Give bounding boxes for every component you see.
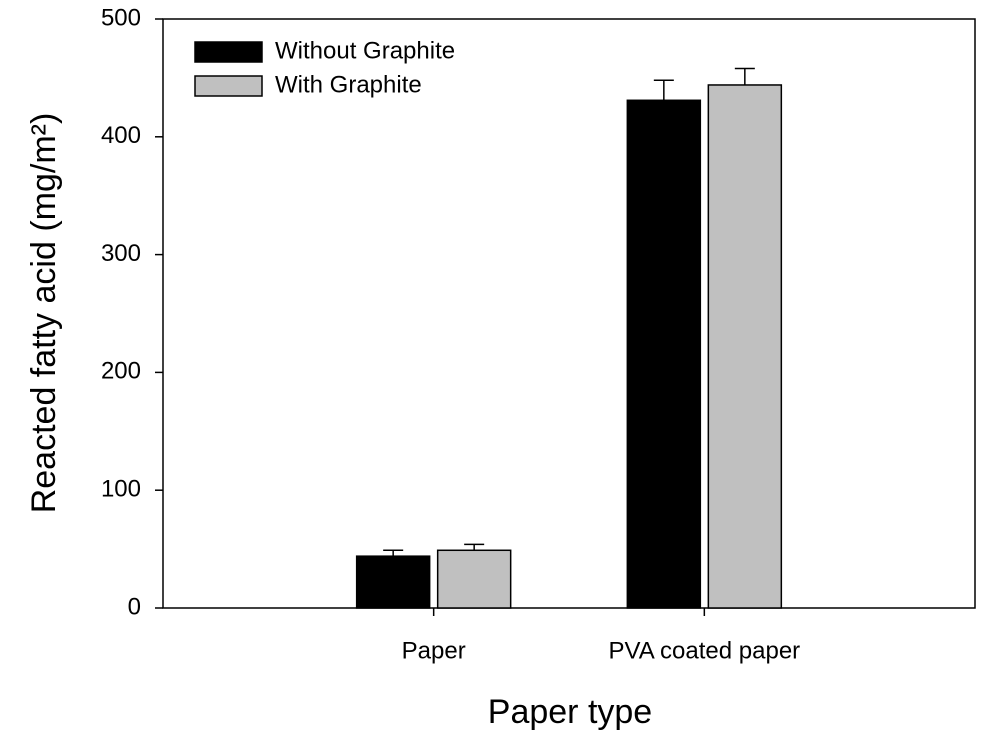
bar	[707, 84, 783, 609]
bar	[626, 99, 702, 609]
legend-swatch	[194, 75, 263, 97]
legend-label: With Graphite	[275, 71, 422, 98]
plot-frame	[162, 18, 976, 609]
y-tick-label: 200	[101, 358, 141, 385]
y-tick-label: 300	[101, 240, 141, 267]
y-tick-label: 0	[128, 593, 141, 620]
x-tick-label: PVA coated paper	[608, 637, 800, 664]
legend-label: Without Graphite	[275, 37, 455, 64]
y-tick-label: 100	[101, 476, 141, 503]
y-tick-label: 400	[101, 122, 141, 149]
legend-swatch	[194, 41, 263, 63]
bar	[436, 549, 512, 609]
y-tick-label: 500	[101, 4, 141, 31]
bar	[355, 555, 431, 609]
y-axis-label: Reacted fatty acid (mg/m²)	[25, 113, 63, 514]
x-axis-label: Paper type	[488, 693, 652, 731]
x-tick-label: Paper	[402, 637, 466, 664]
